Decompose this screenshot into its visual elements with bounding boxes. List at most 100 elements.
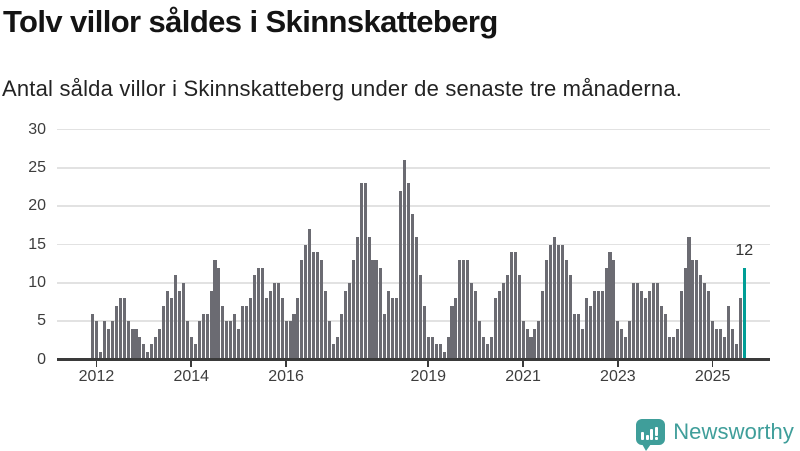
x-axis-tick — [617, 360, 619, 367]
newsworthy-logo-text: Newsworthy — [673, 419, 794, 444]
bar — [525, 328, 529, 360]
bar — [553, 236, 557, 360]
bar — [521, 321, 525, 360]
bar — [632, 282, 636, 360]
x-axis-label: 2014 — [173, 368, 210, 385]
bar — [620, 328, 624, 360]
bar — [513, 252, 517, 360]
bar — [600, 290, 604, 360]
newsworthy-logo-icon — [636, 419, 666, 451]
bar — [138, 336, 142, 360]
bar — [233, 313, 237, 360]
bar — [501, 282, 505, 360]
bar-chart-plot: 0 5 10 15 20 25 30 12 2012 2014 2016 2019 2021 2023 20… — [28, 120, 770, 385]
x-axis-tick — [190, 360, 193, 367]
bar — [715, 328, 719, 360]
bar — [296, 298, 300, 360]
bar — [486, 344, 490, 360]
bar — [154, 336, 158, 360]
bar — [588, 305, 592, 360]
bar — [695, 259, 699, 360]
exclamation-icon — [654, 426, 658, 440]
bar — [312, 252, 316, 360]
bar — [181, 282, 185, 360]
bar — [320, 259, 324, 360]
bar — [288, 321, 292, 360]
bar — [308, 229, 312, 360]
bar — [146, 351, 150, 360]
y-axis-label: 10 — [28, 273, 46, 291]
bar — [280, 298, 284, 360]
bar — [399, 190, 403, 360]
bar — [470, 282, 474, 360]
bar — [391, 298, 395, 360]
bar — [580, 328, 584, 360]
bar — [122, 298, 126, 360]
bar — [636, 282, 640, 360]
bar — [659, 305, 663, 360]
bar — [150, 344, 154, 360]
highlighted-bar — [742, 267, 746, 360]
bar — [466, 259, 470, 360]
bar — [414, 236, 418, 360]
bar — [173, 275, 178, 360]
bar — [387, 290, 391, 360]
bar — [213, 259, 217, 360]
bar — [355, 236, 359, 360]
bar — [647, 290, 652, 360]
x-axis-tick — [522, 360, 524, 367]
bar — [545, 259, 549, 360]
bar — [343, 290, 347, 360]
bar — [217, 267, 221, 360]
bar — [118, 298, 122, 360]
bar — [537, 321, 541, 360]
x-axis-label: 2025 — [694, 368, 731, 385]
bar — [683, 267, 687, 360]
bar — [359, 183, 363, 360]
bar — [489, 336, 494, 360]
bar — [596, 290, 600, 360]
gridline — [57, 167, 770, 169]
bar — [256, 267, 260, 360]
bar — [608, 252, 612, 360]
bar — [474, 290, 478, 360]
bar — [442, 351, 446, 360]
bar — [110, 321, 114, 360]
bar — [331, 344, 336, 360]
bar — [379, 267, 383, 360]
bar — [691, 259, 695, 360]
bar — [644, 298, 648, 360]
bar — [462, 259, 466, 360]
bar — [438, 344, 442, 360]
logo-bubble-tail-icon — [642, 444, 652, 451]
bar — [509, 252, 513, 360]
bar — [201, 313, 205, 360]
bar — [734, 344, 738, 360]
bar — [568, 275, 573, 360]
y-axis-label: 30 — [28, 120, 46, 138]
bar — [130, 328, 134, 360]
bar — [711, 321, 715, 360]
bar — [272, 282, 276, 360]
bar — [249, 298, 253, 360]
bar — [395, 298, 399, 360]
y-axis-label: 0 — [37, 350, 46, 368]
bar — [434, 344, 438, 360]
bar — [371, 259, 375, 360]
bar — [719, 328, 723, 360]
gridline — [57, 205, 770, 207]
bar — [699, 275, 703, 360]
bar — [276, 282, 280, 360]
bar — [268, 290, 272, 360]
bar — [687, 236, 691, 360]
last-value-label: 12 — [735, 241, 754, 259]
x-axis-label: 2012 — [78, 368, 115, 385]
newsworthy-logo: Newsworthy — [636, 419, 794, 451]
bar — [628, 321, 632, 360]
bar — [98, 351, 102, 360]
bar — [158, 328, 162, 360]
x-axis-tick — [711, 360, 714, 367]
bar — [205, 313, 209, 360]
logo-bar-icon — [641, 432, 645, 440]
bar — [624, 336, 628, 360]
